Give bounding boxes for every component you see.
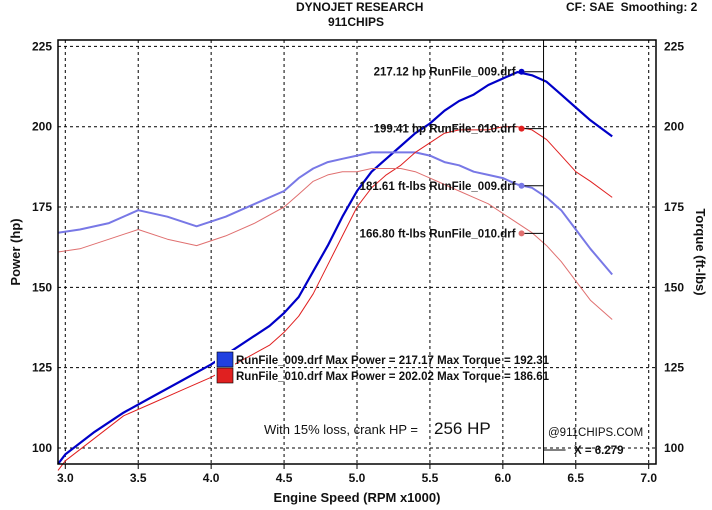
loss-text: With 15% loss, crank HP = — [264, 422, 418, 437]
cursor-readout-unit: hp — [412, 67, 426, 79]
cursor-readout-unit: hp — [412, 124, 426, 136]
series-lines — [57, 71, 613, 471]
legend-max-power-label: Max Power = — [325, 371, 395, 383]
y-tick-label-right: 175 — [664, 200, 684, 214]
y-axis-label-right: Torque (ft-lbs) — [693, 208, 708, 295]
cursor-group: 217.12 hp RunFile_009.drf 199.41 hp RunFi… — [360, 40, 566, 464]
cursor-x-label: X = 6.279 — [574, 445, 624, 457]
cursor-readout-label: 199.41 hp RunFile_010.drf — [374, 124, 516, 136]
cursor-readout-label: 217.12 hp RunFile_009.drf — [374, 67, 516, 79]
y-tick-label-left: 225 — [32, 39, 52, 53]
cursor-readout-file: RunFile_010.drf — [429, 228, 515, 240]
legend-max-torque: 192.31 — [514, 355, 550, 367]
legend-max-torque-label: Max Torque = — [437, 355, 511, 367]
x-tick-label: 5.0 — [349, 471, 366, 485]
y-tick-label-left: 100 — [32, 441, 52, 455]
cursor-readout-value: 217.12 — [374, 67, 409, 79]
chart-subtitle: 911CHIPS — [328, 15, 385, 29]
series-line-run010-power — [57, 126, 613, 471]
cursor-readout-file: RunFile_009.drf — [429, 67, 515, 79]
legend-swatch — [216, 351, 234, 368]
legend-max-power-label: Max Power = — [325, 355, 395, 367]
y-tick-label-right: 150 — [664, 280, 684, 294]
legend-swatch — [216, 367, 234, 384]
cursor-readout-unit: ft-lbs — [398, 228, 426, 240]
series-line-run009-torque — [57, 151, 613, 276]
x-tick-label: 7.0 — [640, 471, 657, 485]
legend-entry-text: RunFile_010.drf Max Power = 202.02 Max T… — [236, 371, 550, 383]
y-tick-label-right: 225 — [664, 39, 684, 53]
y-tick-label-left: 125 — [32, 361, 52, 375]
y-axis-label-left: Power (hp) — [8, 218, 23, 285]
x-axis-label: Engine Speed (RPM x1000) — [274, 490, 441, 505]
x-tick-label: 4.0 — [203, 471, 220, 485]
legend-file: RunFile_010.drf — [236, 371, 322, 383]
legend-max-torque: 186.61 — [514, 371, 550, 383]
correction-factor-label: CF: SAE Smoothing: 2 — [566, 0, 698, 14]
series-line-run010-torque — [57, 168, 613, 320]
cursor-readout-value: 166.80 — [360, 228, 395, 240]
chart-title: DYNOJET RESEARCH — [296, 0, 424, 14]
legend-max-power: 217.17 — [399, 355, 434, 367]
x-tick-label: 6.5 — [567, 471, 584, 485]
cursor-readout-label: 166.80 ft-lbs RunFile_010.drf — [360, 228, 516, 240]
legend-max-power: 202.02 — [399, 371, 434, 383]
series-line-run009-power — [57, 71, 613, 465]
cursor-point — [518, 125, 525, 132]
plot-frame — [57, 39, 657, 465]
legend-max-torque-label: Max Torque = — [437, 371, 511, 383]
legend-entry-text: RunFile_009.drf Max Power = 217.17 Max T… — [236, 355, 550, 367]
loss-value: 256 HP — [434, 419, 491, 438]
cursor-point — [518, 68, 525, 75]
y-tick-label-left: 200 — [32, 120, 52, 134]
watermark-text: @911CHIPS.COM — [548, 427, 643, 439]
cursor-readout-value: 181.61 — [360, 181, 396, 193]
legend-file: RunFile_009.drf — [236, 355, 322, 367]
x-tick-label: 3.5 — [130, 471, 147, 485]
y-tick-label-left: 175 — [32, 200, 52, 214]
x-tick-label: 5.5 — [422, 471, 439, 485]
y-tick-label-right: 200 — [664, 120, 684, 134]
x-tick-label: 3.0 — [57, 471, 74, 485]
loss-annotation: With 15% loss, crank HP = 256 HP — [264, 419, 491, 438]
cursor-point — [518, 230, 525, 237]
x-tick-label: 4.5 — [276, 471, 293, 485]
cursor-readout-label: 181.61 ft-lbs RunFile_009.drf — [360, 181, 516, 193]
cursor-point — [518, 182, 525, 189]
cursor-readout-file: RunFile_010.drf — [429, 124, 515, 136]
cursor-readout-unit: ft-lbs — [398, 181, 426, 193]
cursor-readout-value: 199.41 — [374, 124, 410, 136]
tick-labels: 3.0 3.5 4.0 4.5 5.0 5.5 6.0 6.5 7.0 100 125 150 175 2… — [32, 39, 684, 485]
cursor-readout-file: RunFile_009.drf — [429, 181, 515, 193]
y-tick-label-right: 125 — [664, 361, 684, 375]
legend: RunFile_009.drf Max Power = 217.17 Max T… — [215, 350, 550, 384]
x-tick-label: 6.0 — [495, 471, 512, 485]
y-tick-label-left: 150 — [32, 280, 52, 294]
y-tick-label-right: 100 — [664, 441, 684, 455]
